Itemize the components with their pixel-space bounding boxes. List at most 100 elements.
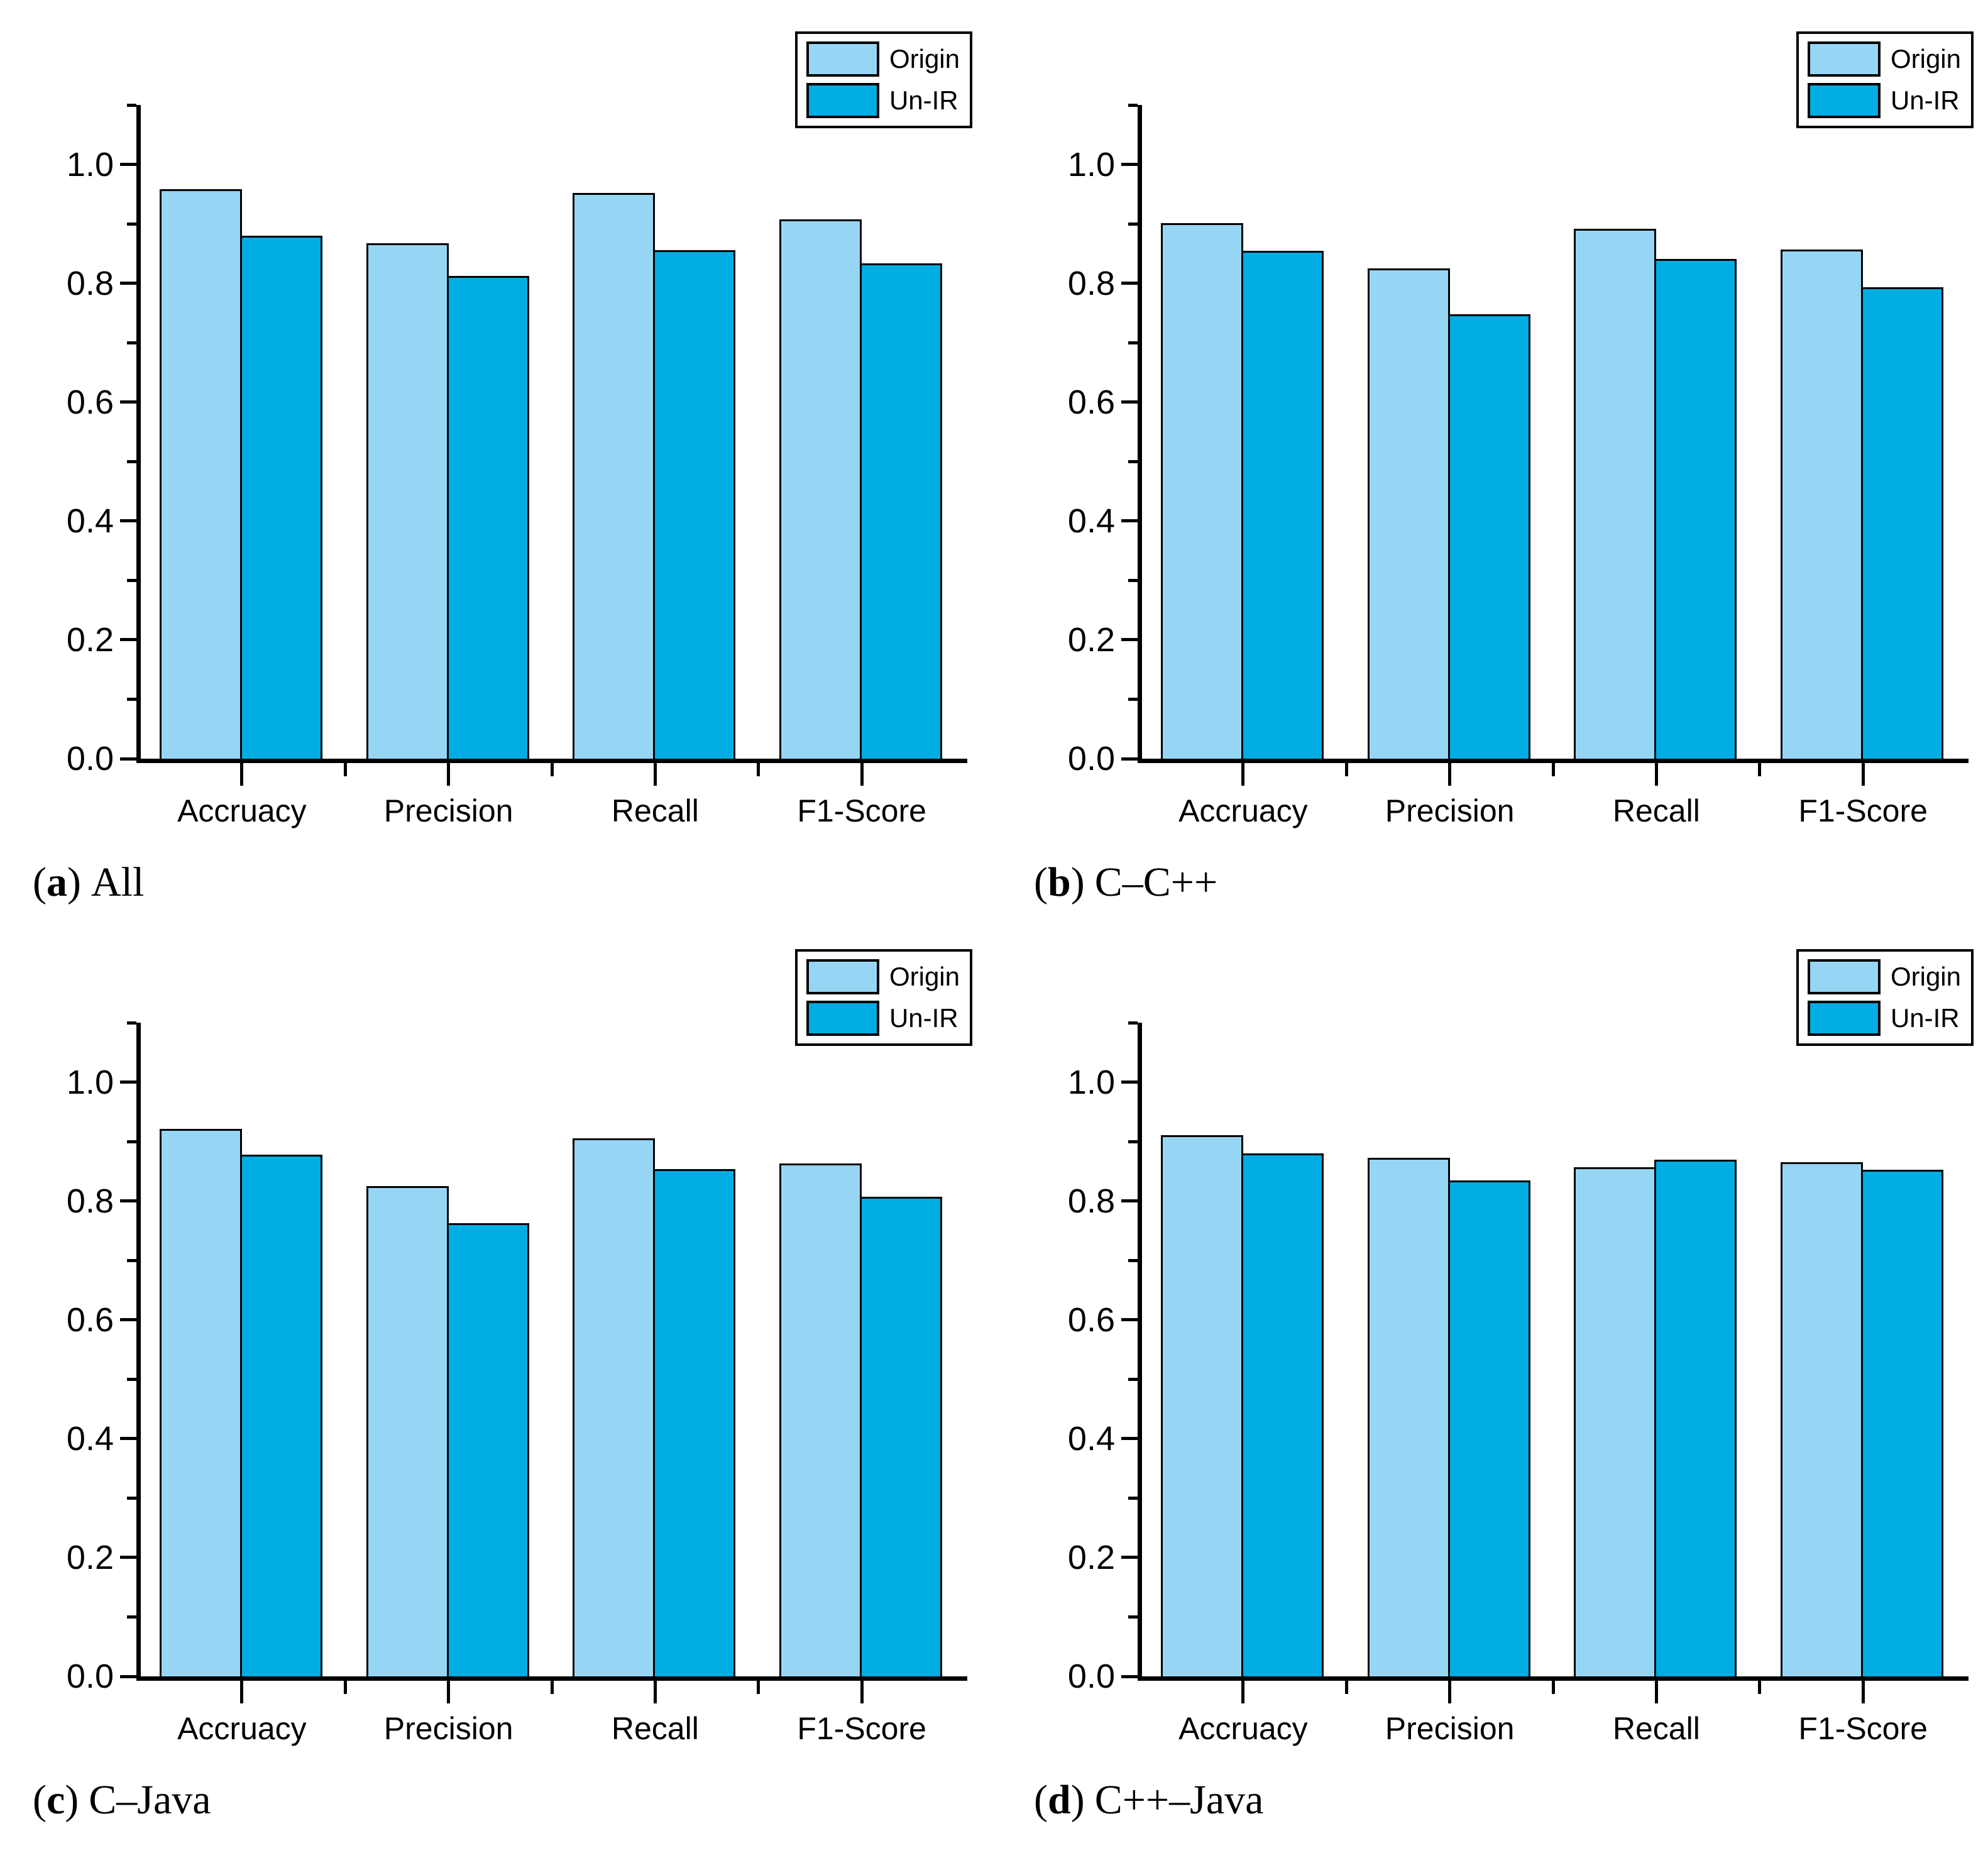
y-major-tick bbox=[120, 1080, 136, 1084]
bar-origin-recall bbox=[1574, 1167, 1657, 1678]
x-major-tick bbox=[1448, 1681, 1452, 1703]
bar-un-ir-recall bbox=[1654, 1160, 1737, 1678]
y-minor-tick bbox=[127, 1021, 136, 1025]
x-category-label: F1-Score bbox=[1798, 1711, 1928, 1746]
x-minor-tick bbox=[343, 763, 347, 776]
x-axis-line bbox=[136, 759, 967, 763]
legend-label: Origin bbox=[1890, 44, 1961, 74]
y-major-tick bbox=[1121, 1674, 1138, 1678]
y-minor-tick bbox=[127, 103, 136, 107]
x-minor-tick bbox=[550, 763, 554, 776]
y-minor-tick bbox=[1128, 341, 1138, 344]
x-major-tick bbox=[1654, 763, 1658, 786]
bar-origin-accruacy bbox=[159, 189, 242, 761]
x-axis-line bbox=[1138, 759, 1969, 763]
y-axis-line bbox=[136, 105, 141, 763]
y-tick-label: 0.8 bbox=[1067, 1182, 1115, 1220]
bar-un-ir-precision bbox=[446, 276, 529, 761]
y-minor-tick bbox=[1128, 1377, 1138, 1381]
x-category-label: Recall bbox=[1612, 793, 1700, 828]
caption-paren-close: ) bbox=[65, 1777, 79, 1823]
x-minor-tick bbox=[550, 1681, 554, 1694]
y-tick-label: 0.6 bbox=[66, 383, 114, 421]
y-tick-label: 0.2 bbox=[66, 1538, 114, 1576]
x-major-tick bbox=[1241, 763, 1245, 786]
bar-un-ir-accruacy bbox=[239, 236, 322, 761]
x-category-label: Recall bbox=[611, 793, 699, 828]
x-major-tick bbox=[860, 1681, 864, 1703]
x-major-tick bbox=[447, 1681, 451, 1703]
y-tick-label: 0.8 bbox=[66, 264, 114, 302]
y-tick-label: 1.0 bbox=[1067, 145, 1115, 184]
legend-swatch-origin bbox=[806, 959, 879, 994]
caption-paren-close: ) bbox=[1070, 859, 1085, 905]
legend-label: Un-IR bbox=[1890, 85, 1960, 115]
y-minor-tick bbox=[1128, 697, 1138, 701]
x-category-label: Accruacy bbox=[1178, 1711, 1308, 1746]
legend-label: Origin bbox=[889, 962, 960, 991]
x-axis-line bbox=[136, 1676, 967, 1681]
bar-un-ir-recall bbox=[1654, 258, 1737, 761]
caption-letter: a bbox=[46, 859, 67, 905]
panel-b: 0.0 0.2 0.4 0.6 0.8 1.0 Accruacy Precision Recal… bbox=[1001, 0, 1988, 935]
y-axis-line bbox=[136, 1023, 141, 1681]
y-major-tick bbox=[1121, 282, 1138, 285]
y-minor-tick bbox=[127, 222, 136, 226]
x-major-tick bbox=[447, 763, 451, 786]
panel-caption: (c) C–Java bbox=[33, 1778, 211, 1823]
y-major-tick bbox=[1121, 1080, 1138, 1084]
legend: Origin Un-IR bbox=[794, 31, 972, 128]
x-minor-tick bbox=[757, 1681, 761, 1694]
x-major-tick bbox=[860, 763, 864, 786]
x-minor-tick bbox=[757, 763, 761, 776]
bar-un-ir-accruacy bbox=[1241, 1153, 1324, 1678]
y-minor-tick bbox=[1128, 578, 1138, 582]
caption-letter: d bbox=[1047, 1777, 1071, 1823]
bar-origin-recall bbox=[1574, 228, 1657, 761]
caption-paren-open: ( bbox=[1034, 859, 1048, 905]
bar-un-ir-recall bbox=[653, 250, 736, 761]
y-minor-tick bbox=[1128, 1021, 1138, 1025]
y-tick-label: 1.0 bbox=[66, 145, 114, 184]
caption-paren-close: ) bbox=[67, 859, 81, 905]
bar-origin-f1-score bbox=[1781, 249, 1864, 761]
y-minor-tick bbox=[127, 341, 136, 344]
x-axis-line bbox=[1138, 1676, 1969, 1681]
legend-label: Un-IR bbox=[889, 1003, 958, 1033]
x-category-label: Precision bbox=[1385, 1711, 1515, 1746]
legend-row: Origin bbox=[1807, 41, 1961, 77]
x-major-tick bbox=[1861, 763, 1865, 786]
legend-row: Un-IR bbox=[806, 1001, 960, 1036]
y-minor-tick bbox=[127, 459, 136, 463]
y-major-tick bbox=[120, 1318, 136, 1322]
legend-row: Origin bbox=[806, 41, 960, 77]
y-tick-label: 1.0 bbox=[1067, 1063, 1115, 1101]
caption-text: All bbox=[91, 859, 145, 905]
y-minor-tick bbox=[1128, 1496, 1138, 1500]
x-category-label: Accruacy bbox=[177, 793, 307, 828]
legend: Origin Un-IR bbox=[794, 949, 972, 1046]
y-major-tick bbox=[120, 638, 136, 642]
legend-swatch-un-ir bbox=[1807, 1001, 1881, 1036]
panel-caption: (d) C++–Java bbox=[1034, 1778, 1263, 1823]
legend: Origin Un-IR bbox=[1796, 949, 1974, 1046]
bar-un-ir-f1-score bbox=[860, 1197, 943, 1678]
y-tick-label: 0.0 bbox=[1067, 1658, 1115, 1695]
y-major-tick bbox=[1121, 1437, 1138, 1441]
bar-origin-precision bbox=[366, 1186, 449, 1678]
y-minor-tick bbox=[1128, 1258, 1138, 1262]
caption-text: C++–Java bbox=[1094, 1777, 1264, 1823]
y-tick-label: 1.0 bbox=[66, 1063, 114, 1101]
legend-swatch-un-ir bbox=[806, 83, 879, 118]
bar-origin-precision bbox=[1367, 1157, 1450, 1678]
bar-origin-accruacy bbox=[1160, 1135, 1243, 1678]
y-minor-tick bbox=[127, 1496, 136, 1500]
y-major-tick bbox=[1121, 1199, 1138, 1203]
y-major-tick bbox=[120, 1556, 136, 1559]
y-axis-line bbox=[1138, 1023, 1142, 1681]
bar-origin-precision bbox=[1367, 268, 1450, 761]
x-major-tick bbox=[653, 1681, 657, 1703]
legend-row: Un-IR bbox=[806, 83, 960, 118]
y-major-tick bbox=[1121, 1556, 1138, 1559]
bar-un-ir-accruacy bbox=[1241, 250, 1324, 761]
